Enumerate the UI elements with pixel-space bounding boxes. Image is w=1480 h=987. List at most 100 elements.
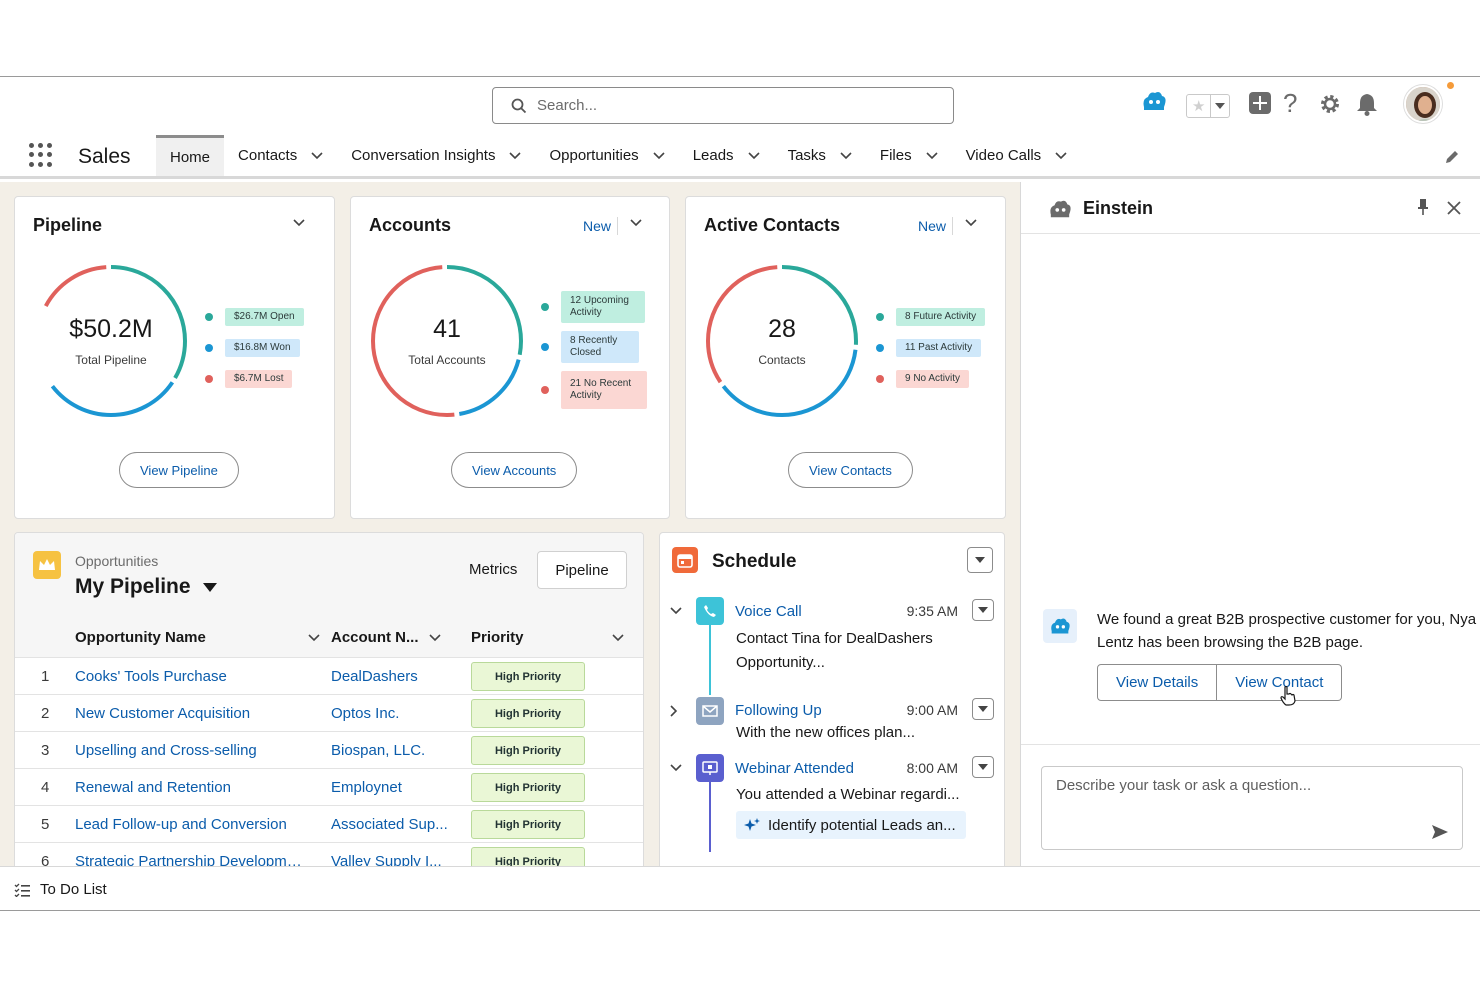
opportunity-link[interactable]: New Customer Acquisition [75,705,251,722]
calendar-icon [672,547,698,573]
einstein-avatar-icon [1043,609,1077,643]
user-avatar[interactable] [1404,85,1442,123]
setup-gear-icon[interactable] [1318,92,1342,116]
pin-icon[interactable] [1417,198,1429,216]
favorites-star-icon[interactable]: ★ [1191,98,1206,115]
edit-nav-pencil-icon[interactable] [1444,149,1460,165]
card-title: Accounts [369,215,452,235]
tab-video-calls[interactable]: Video Calls [952,135,1082,176]
notifications-bell-icon[interactable] [1356,92,1378,116]
chevron-down-icon[interactable] [840,151,852,160]
caret-down-icon [978,607,988,613]
event-menu-button[interactable] [972,698,994,720]
chevron-down-icon[interactable] [965,219,977,227]
card-title: Pipeline [33,215,103,235]
tab-contacts[interactable]: Contacts [224,135,337,176]
event-menu-button[interactable] [972,599,994,621]
tab-files[interactable]: Files [866,135,952,176]
column-header-priority[interactable]: Priority [471,629,624,646]
chevron-down-icon[interactable] [670,764,682,772]
tab-tasks[interactable]: Tasks [774,135,866,176]
legend-item: 8 Recently Closed [541,327,647,367]
account-link[interactable]: Biospan, LLC. [331,742,426,759]
legend-chip: $16.8M Won [225,338,300,357]
event-title-link[interactable]: Webinar Attended [735,760,854,777]
opportunity-link[interactable]: Lead Follow-up and Conversion [75,816,287,833]
event-time: 9:00 AM [906,702,958,718]
caret-down-icon[interactable] [202,582,217,592]
pipeline-view-button[interactable]: Pipeline [537,551,627,589]
favorites-group: ★ [1186,94,1230,118]
view-contact-button[interactable]: View Contact [1217,664,1343,701]
view-contacts-button[interactable]: View Contacts [788,452,913,488]
voice-call-icon [696,597,724,625]
chevron-down-icon[interactable] [747,151,760,160]
tab-conversation-insights[interactable]: Conversation Insights [337,135,535,176]
caret-down-icon [978,764,988,770]
ring-value: 41 [433,315,461,343]
chevron-down-icon[interactable] [926,151,938,160]
tab-leads[interactable]: Leads [679,135,774,176]
new-contact-link[interactable]: New [918,218,947,234]
column-header-account-name[interactable]: Account N... [331,629,441,646]
chevron-down-icon[interactable] [308,633,320,642]
new-account-link[interactable]: New [583,218,612,234]
metrics-toggle[interactable]: Metrics [469,561,518,578]
chevron-down-icon[interactable] [311,151,323,160]
chevron-down-icon[interactable] [611,633,624,642]
legend-dot [876,312,884,321]
chevron-down-icon[interactable] [428,633,441,642]
chevron-down-icon[interactable] [630,219,642,227]
global-actions-add-icon[interactable] [1248,91,1272,115]
einstein-actions: View Details View Contact [1097,664,1343,701]
einstein-suggestion-chip[interactable]: Identify potential Leads an... [736,811,966,839]
einstein-icon[interactable] [1140,89,1168,113]
table-body: 1 Cooks' Tools Purchase DealDashers High Pr… [15,657,643,871]
event-menu-button[interactable] [972,756,994,778]
app-navigation-bar: Sales Home Contacts Conversation Insight… [0,135,1480,179]
caret-down-icon [978,706,988,712]
search-icon [511,98,527,113]
caret-down-icon [975,557,985,563]
global-search[interactable] [492,87,954,124]
column-header-opportunity-name[interactable]: Opportunity Name [75,629,320,646]
account-link[interactable]: Optos Inc. [331,705,400,722]
close-icon[interactable] [1447,201,1461,215]
tab-home[interactable]: Home [156,135,225,176]
help-icon[interactable]: ? [1283,88,1298,118]
legend-item: 9 No Activity [876,363,985,394]
account-link[interactable]: Employnet [331,779,402,796]
ring-segment-upcoming [371,265,523,417]
legend-item: 11 Past Activity [876,332,985,363]
event-title-link[interactable]: Following Up [735,702,822,719]
legend-item: 21 No Recent Activity [541,367,647,413]
salesforce-app: ★ ? Sales Ho [0,76,1480,911]
list-view-selector[interactable]: My Pipeline [75,575,217,599]
chevron-down-icon[interactable] [293,219,305,227]
app-launcher-icon[interactable] [29,143,53,167]
favorites-dropdown-icon[interactable] [1210,95,1229,117]
chevron-down-icon[interactable] [509,151,522,160]
schedule-menu-button[interactable] [967,547,993,573]
timeline-line [709,782,711,852]
account-link[interactable]: Associated Sup... [331,816,448,833]
account-link[interactable]: DealDashers [331,668,418,685]
view-accounts-button[interactable]: View Accounts [451,452,578,488]
search-input[interactable] [537,97,917,114]
chevron-down-icon[interactable] [670,607,682,615]
opportunity-link[interactable]: Upselling and Cross-selling [75,742,257,759]
chevron-down-icon[interactable] [653,151,665,160]
send-icon[interactable] [1432,825,1448,839]
einstein-prompt-input[interactable] [1056,777,1436,837]
tab-opportunities[interactable]: Opportunities [535,135,678,176]
row-number: 2 [41,705,50,722]
opportunity-link[interactable]: Cooks' Tools Purchase [75,668,227,685]
view-pipeline-button[interactable]: View Pipeline [119,452,239,488]
chevron-right-icon[interactable] [670,705,678,717]
opportunity-link[interactable]: Renewal and Retention [75,779,231,796]
global-header: ★ ? [0,77,1480,135]
event-title-link[interactable]: Voice Call [735,603,802,620]
view-details-button[interactable]: View Details [1097,664,1218,701]
to-do-list-utility[interactable]: To Do List [14,881,107,898]
chevron-down-icon[interactable] [1055,151,1067,160]
